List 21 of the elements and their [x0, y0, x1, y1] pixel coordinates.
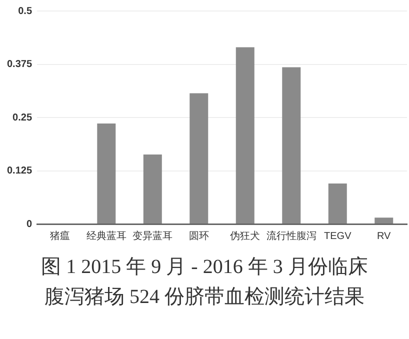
- x-tick-label: 圆环: [188, 230, 209, 242]
- y-tick-label: 0.125: [6, 166, 32, 176]
- bar: [190, 93, 208, 224]
- y-tick-label: 0.25: [12, 112, 32, 124]
- bar: [97, 123, 116, 224]
- y-tick-label: 0.5: [18, 6, 32, 17]
- bar: [282, 67, 301, 224]
- x-tick-label: 流行性腹泻: [266, 230, 316, 242]
- bar: [374, 218, 394, 224]
- bar: [236, 47, 254, 224]
- x-tick-label: 经典蓝耳: [86, 230, 126, 242]
- x-tick-label: 猪瘟: [50, 230, 70, 242]
- bar: [328, 184, 347, 224]
- x-tick-label: RV: [377, 230, 392, 242]
- y-tick-label: 0.375: [6, 59, 32, 70]
- text: 图 1 2015 年 9 月 - 2016 年 3 月份临床腹泻猪场 524 份脐带血检测统计结果: [40, 255, 369, 310]
- y-tick-label: 0: [26, 218, 32, 230]
- x-tick-label: 变异蓝耳: [132, 230, 173, 242]
- bar: [143, 154, 162, 224]
- x-tick-label: 伪狂犬: [230, 230, 260, 242]
- x-tick-label: TEGV: [324, 230, 352, 242]
